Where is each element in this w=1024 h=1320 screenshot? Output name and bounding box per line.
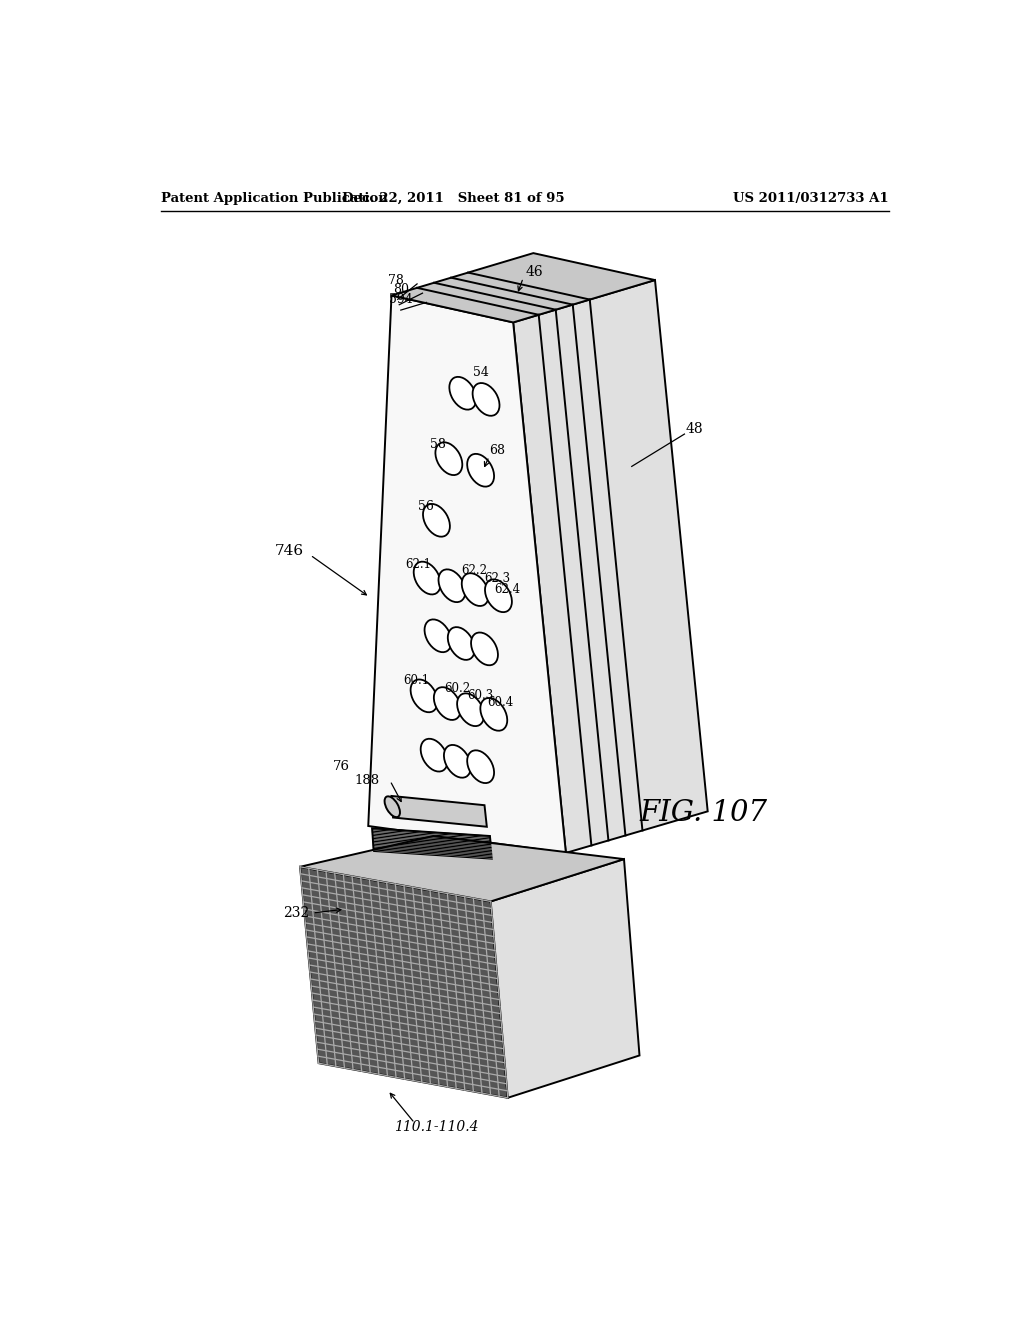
Ellipse shape — [434, 688, 461, 719]
Ellipse shape — [467, 454, 494, 487]
Text: FIG. 107: FIG. 107 — [640, 799, 768, 826]
Ellipse shape — [485, 579, 512, 612]
Text: Dec. 22, 2011   Sheet 81 of 95: Dec. 22, 2011 Sheet 81 of 95 — [342, 191, 565, 205]
Text: 48: 48 — [686, 422, 703, 437]
Text: 188: 188 — [354, 774, 380, 787]
Ellipse shape — [414, 562, 440, 594]
Text: 746: 746 — [275, 544, 304, 558]
Text: 60.4: 60.4 — [486, 696, 513, 709]
Ellipse shape — [471, 632, 498, 665]
Ellipse shape — [425, 619, 452, 652]
Text: 78: 78 — [388, 273, 403, 286]
Ellipse shape — [411, 680, 437, 713]
Ellipse shape — [385, 796, 400, 817]
Polygon shape — [391, 796, 486, 826]
Text: 62.2: 62.2 — [461, 564, 487, 577]
Text: 60.1: 60.1 — [403, 675, 429, 686]
Ellipse shape — [457, 693, 484, 726]
Text: 80: 80 — [393, 282, 410, 296]
Polygon shape — [369, 296, 566, 853]
Ellipse shape — [462, 573, 488, 606]
Text: 60.2: 60.2 — [444, 681, 470, 694]
Text: 232: 232 — [283, 906, 309, 920]
Text: 58: 58 — [430, 438, 446, 451]
Text: 68: 68 — [489, 445, 505, 458]
Text: 54: 54 — [473, 366, 488, 379]
Polygon shape — [300, 836, 624, 902]
Ellipse shape — [423, 504, 450, 537]
Text: US 2011/0312733 A1: US 2011/0312733 A1 — [733, 191, 889, 205]
Polygon shape — [300, 867, 508, 1098]
Ellipse shape — [447, 627, 475, 660]
Text: 62.3: 62.3 — [484, 572, 511, 585]
Ellipse shape — [473, 383, 500, 416]
Ellipse shape — [438, 569, 465, 602]
Polygon shape — [372, 829, 493, 859]
Polygon shape — [490, 859, 640, 1098]
Text: 60.3: 60.3 — [467, 689, 494, 702]
Ellipse shape — [480, 698, 507, 731]
Text: 46: 46 — [525, 265, 543, 280]
Ellipse shape — [435, 442, 462, 475]
Text: 56: 56 — [418, 500, 434, 513]
Ellipse shape — [444, 744, 471, 777]
Text: 110.1-110.4: 110.1-110.4 — [394, 1121, 478, 1134]
Polygon shape — [513, 280, 708, 853]
Polygon shape — [391, 253, 655, 322]
Text: 62.4: 62.4 — [495, 583, 520, 597]
Ellipse shape — [421, 739, 447, 771]
Ellipse shape — [467, 750, 494, 783]
Text: 594: 594 — [389, 293, 414, 306]
Text: 62.1: 62.1 — [406, 558, 431, 572]
Ellipse shape — [450, 378, 476, 409]
Text: 76: 76 — [334, 760, 350, 774]
Text: Patent Application Publication: Patent Application Publication — [161, 191, 387, 205]
